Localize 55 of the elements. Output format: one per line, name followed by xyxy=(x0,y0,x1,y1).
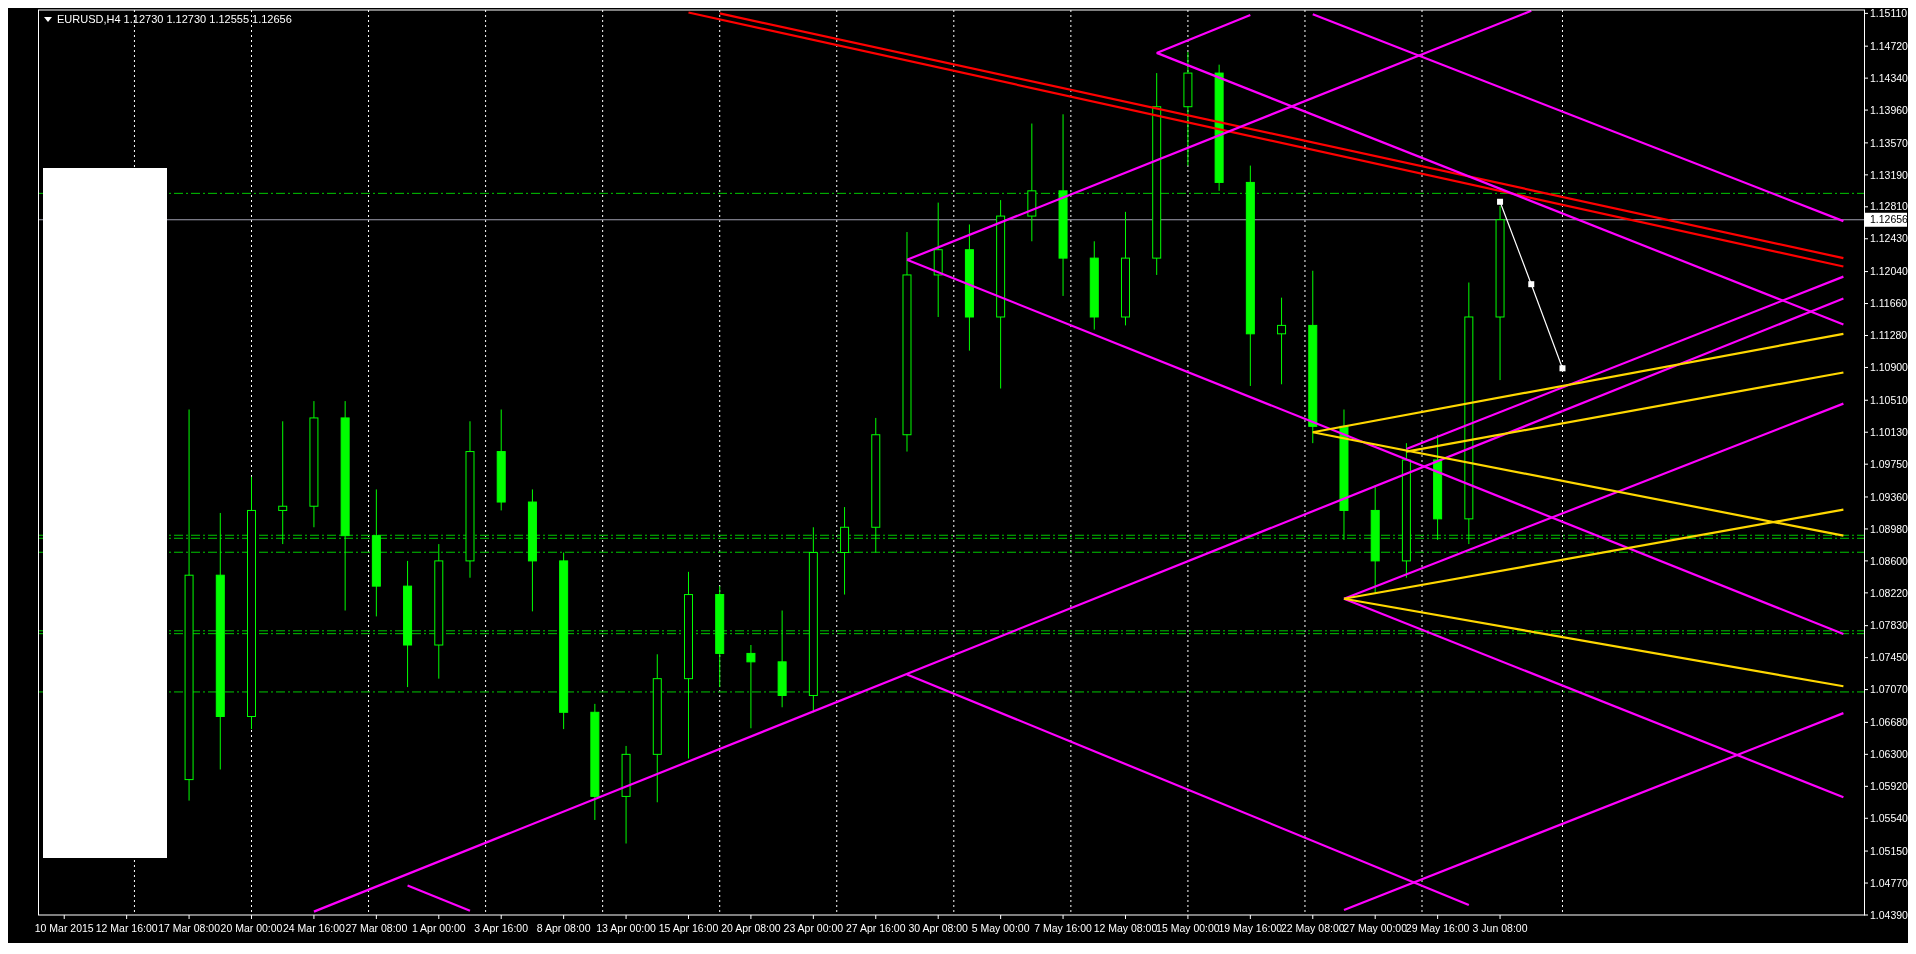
y-tick-label: 1.10130 xyxy=(1870,425,1909,438)
y-tick-label: 1.05920 xyxy=(1870,779,1909,792)
x-tick-label: 3 Jun 08:00 xyxy=(1472,922,1528,934)
x-tick-label: 27 Mar 08:00 xyxy=(345,922,408,934)
x-tick-label: 12 May 08:00 xyxy=(1093,922,1158,934)
y-tick-label: 1.08220 xyxy=(1870,586,1909,599)
y-tick-label: 1.11280 xyxy=(1870,329,1908,342)
y-tick-label: 1.08600 xyxy=(1870,554,1909,567)
x-tick-label: 17 Mar 08:00 xyxy=(158,922,221,934)
y-tick-label: 1.13190 xyxy=(1870,168,1909,181)
x-tick-label: 12 Mar 16:00 xyxy=(95,922,158,934)
y-tick-label: 1.14720 xyxy=(1870,39,1909,52)
y-tick-label: 1.10510 xyxy=(1870,393,1909,406)
y-tick-label: 1.15110 xyxy=(1870,7,1908,20)
y-tick-label: 1.05150 xyxy=(1870,844,1909,857)
y-tick-label: 1.07070 xyxy=(1870,683,1909,696)
x-tick-label: 13 Apr 00:00 xyxy=(596,922,656,934)
x-tick-label: 29 May 16:00 xyxy=(1405,922,1470,934)
x-tick-label: 24 Mar 16:00 xyxy=(282,922,346,934)
x-tick-label: 5 May 00:00 xyxy=(971,922,1030,934)
y-tick-label: 1.07830 xyxy=(1870,619,1909,632)
y-tick-label: 1.05540 xyxy=(1870,811,1909,824)
y-tick-label: 1.13570 xyxy=(1870,136,1909,149)
x-tick-label: 8 Apr 08:00 xyxy=(536,922,591,934)
x-tick-label: 20 Mar 00:00 xyxy=(220,922,283,934)
x-tick-label: 19 May 16:00 xyxy=(1218,922,1283,934)
y-tick-label: 1.08980 xyxy=(1870,522,1909,535)
y-tick-label: 1.14340 xyxy=(1870,71,1909,84)
y-tick-label: 1.12040 xyxy=(1870,265,1909,278)
y-tick-label: 1.12430 xyxy=(1870,232,1909,245)
chart-title: EURUSD,H4 1.12730 1.12730 1.12555 1.12656 xyxy=(57,13,292,25)
x-tick-label: 30 Apr 08:00 xyxy=(908,922,969,934)
x-tick-label: 3 Apr 16:00 xyxy=(474,922,529,934)
ref-line-label: 1.12656 xyxy=(1870,213,1909,226)
y-tick-label: 1.11660 xyxy=(1870,297,1908,310)
y-tick-label: 1.13960 xyxy=(1870,103,1909,116)
x-tick-label: 7 May 16:00 xyxy=(1034,922,1093,934)
y-tick-label: 1.07450 xyxy=(1870,651,1909,664)
x-tick-label: 20 Apr 08:00 xyxy=(721,922,781,934)
x-tick-label: 1 Apr 00:00 xyxy=(411,922,466,934)
y-tick-label: 1.12810 xyxy=(1870,200,1909,213)
y-tick-label: 1.06680 xyxy=(1870,716,1909,729)
x-tick-label: 10 Mar 2015 xyxy=(34,922,94,934)
x-tick-label: 15 Apr 16:00 xyxy=(658,922,719,934)
x-tick-label: 27 May 00:00 xyxy=(1343,922,1408,934)
y-tick-label: 1.04390 xyxy=(1870,908,1909,921)
x-tick-label: 22 May 08:00 xyxy=(1280,922,1345,934)
y-tick-label: 1.04770 xyxy=(1870,876,1909,889)
y-tick-label: 1.09750 xyxy=(1870,457,1909,470)
x-tick-label: 27 Apr 16:00 xyxy=(845,922,906,934)
x-tick-label: 15 May 00:00 xyxy=(1156,922,1220,934)
y-tick-label: 1.10900 xyxy=(1870,361,1909,374)
y-tick-label: 1.09360 xyxy=(1870,490,1909,503)
x-tick-label: 23 Apr 00:00 xyxy=(783,922,844,934)
y-tick-label: 1.06300 xyxy=(1870,748,1909,761)
